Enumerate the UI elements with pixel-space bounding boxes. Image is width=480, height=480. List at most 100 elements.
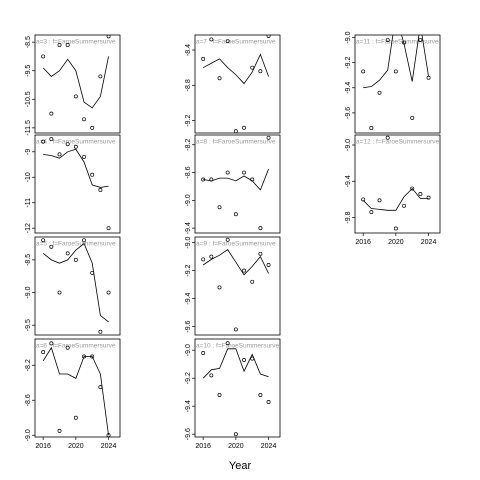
point	[258, 226, 263, 231]
point	[57, 428, 62, 433]
point	[233, 432, 238, 437]
point	[73, 257, 78, 262]
plot-area	[41, 238, 111, 334]
point	[98, 385, 103, 390]
panel-frame	[34, 236, 121, 336]
point	[82, 154, 86, 159]
panel: a=9 : f=FaroeSummersurve -9.0 -9.2 -9.4 -9.6	[185, 236, 281, 336]
strip-label: a=11 : f=FaroeSummersurve	[356, 39, 439, 46]
fitted-line	[362, 187, 429, 211]
panel: a=6 : f=FaroeSummersurve -8.2 -8.6 -9.02016…	[25, 338, 121, 450]
point	[426, 195, 431, 200]
panel-frame	[194, 236, 281, 336]
point	[418, 192, 423, 196]
x-axis-label: Year	[229, 460, 252, 472]
point	[410, 186, 415, 191]
y-tick-label: -9.4	[185, 400, 192, 412]
y-tick-label: -9	[25, 149, 32, 155]
panel: a=7 : f=FaroeSummersurve -8.4 -8.8 -9.2	[185, 34, 281, 134]
panel: a=12 : f=FaroeSummersurve -9.0 -9.4 -9.8 201…	[345, 134, 441, 246]
point	[385, 135, 390, 140]
y-tick-label: -9.8	[345, 211, 352, 223]
y-tick-label: -9.4	[345, 175, 352, 187]
plot-area	[41, 341, 111, 437]
point	[242, 125, 246, 130]
point	[369, 126, 374, 130]
y-tick-label: -8.4	[185, 44, 192, 56]
panel: a=4 : f=FaroeSummersurve -9 -10 -11 -12	[25, 134, 121, 234]
point	[418, 38, 423, 42]
point	[73, 94, 78, 99]
strip-label: a=9 : f=FaroeSummersurve	[196, 241, 276, 248]
point	[65, 43, 70, 47]
y-tick-label: -10	[25, 172, 32, 182]
y-tick-label: -9.2	[345, 57, 352, 69]
point	[385, 38, 390, 42]
point	[41, 54, 46, 59]
y-tick-label: -8.6	[25, 394, 32, 406]
y-tick-label: -9.0	[25, 286, 32, 298]
point	[393, 69, 398, 74]
strip-label: a=7 : f=FaroeSummersurve	[196, 39, 276, 46]
panel-frame	[354, 34, 441, 134]
y-tick-label: -9.0	[185, 194, 192, 206]
point	[410, 115, 415, 120]
panel-frame	[194, 338, 281, 438]
point	[73, 415, 78, 420]
point	[426, 75, 431, 80]
point	[201, 351, 206, 355]
y-tick-label: -9.0	[345, 139, 352, 151]
point	[73, 144, 78, 149]
point	[369, 210, 374, 215]
strip-label: a=5 : f=FaroeSummersurve	[36, 241, 116, 248]
fitted-line	[43, 148, 109, 188]
point	[201, 56, 206, 61]
point	[225, 170, 230, 175]
y-tick-label: -8.2	[25, 359, 32, 371]
point	[57, 43, 62, 47]
point	[41, 238, 46, 243]
point	[98, 74, 103, 79]
strip-label: a=6 : f=FaroeSummersurve	[36, 343, 116, 350]
point	[82, 117, 86, 122]
point	[233, 129, 238, 133]
y-tick-label: -9.0	[185, 344, 192, 356]
y-tick-label: -9.0	[345, 31, 352, 43]
plot-area	[41, 35, 111, 130]
point	[49, 137, 54, 142]
fitted-line	[42, 346, 109, 436]
point	[209, 373, 214, 378]
point	[90, 172, 95, 177]
y-tick-label: -9.6	[185, 320, 192, 332]
panel: a=11 : f=FaroeSummersurve -9.0 -9.2 -9.4 -9.…	[345, 31, 441, 134]
panel-frame	[194, 34, 281, 134]
panel-frame	[34, 34, 121, 134]
point	[258, 251, 263, 256]
point	[209, 37, 214, 42]
y-tick-label: -8.2	[185, 139, 192, 151]
y-tick-label: -12	[25, 223, 32, 233]
point	[65, 142, 70, 147]
point	[41, 139, 46, 144]
plot-area	[361, 35, 431, 130]
fitted-line	[202, 249, 269, 276]
panel: a=8 : f=FaroeSummersurve -8.2 -8.6 -9.0 -9.4	[185, 134, 281, 234]
x-tick-label: 2020	[68, 443, 84, 450]
y-tick-label: -9.4	[345, 82, 352, 94]
point	[377, 198, 382, 203]
point	[393, 226, 398, 231]
y-tick-label: -9.2	[185, 372, 192, 384]
x-tick-label: 2024	[261, 443, 277, 450]
plot-area	[201, 237, 271, 332]
x-tick-label: 2016	[355, 239, 371, 246]
plot-area	[361, 135, 431, 231]
panel-frame	[194, 134, 281, 234]
plot-area	[201, 135, 271, 231]
x-tick-label: 2016	[195, 443, 211, 450]
strip-label: a=8 : f=FaroeSummersurve	[196, 139, 276, 146]
y-tick-label: -9.4	[185, 222, 192, 234]
fitted-line	[202, 348, 269, 379]
y-tick-label: -9.6	[345, 107, 352, 119]
fitted-line	[202, 53, 269, 85]
x-tick-label: 2020	[228, 443, 244, 450]
